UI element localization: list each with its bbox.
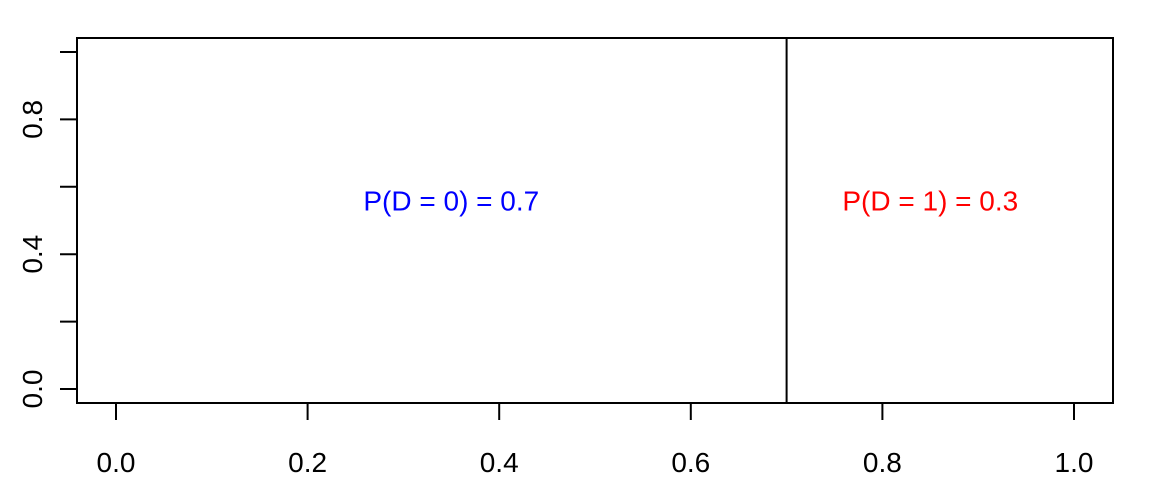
y-tick-label: 0.0 [17,370,48,409]
region-label: P(D = 1) = 0.3 [842,186,1018,217]
x-tick-label: 0.2 [288,447,327,478]
x-axis: 0.0 0.2 0.4 0.6 0.8 1.0 [97,402,1094,478]
x-tick-label: 0.4 [480,447,519,478]
y-tick-label: 0.8 [17,100,48,139]
x-tick-label: 0.6 [671,447,710,478]
x-tick-label: 1.0 [1055,447,1094,478]
x-tick-label: 0.0 [97,447,136,478]
plot-frame [76,37,1114,404]
region-label: P(D = 0) = 0.7 [363,186,539,217]
x-tick-label: 0.8 [863,447,902,478]
y-tick-label: 0.4 [17,235,48,274]
y-axis: 0.0 0.4 0.8 [17,51,78,409]
region-labels: P(D = 0) = 0.7 P(D = 1) = 0.3 [363,186,1018,217]
